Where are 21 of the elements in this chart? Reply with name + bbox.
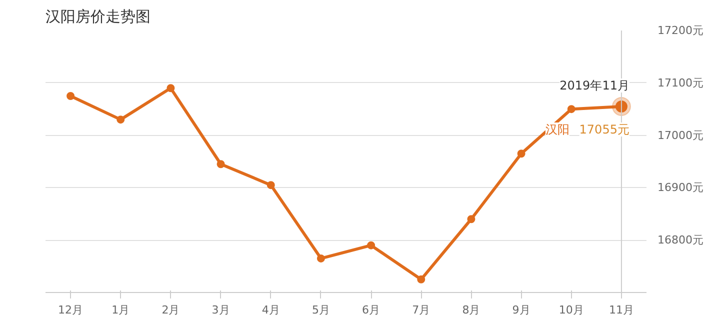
y-tick-label: 16800元	[658, 234, 704, 247]
x-tick-label: 11月	[608, 304, 634, 316]
x-tick-label: 6月	[362, 304, 380, 316]
y-tick-label: 16900元	[658, 181, 704, 194]
annotation: 2019年11月	[560, 78, 630, 92]
y-tick-label: 17100元	[658, 76, 704, 90]
series-label: 汉阳	[545, 122, 570, 136]
x-tick-label: 9月	[512, 304, 530, 316]
x-tick-label: 10月	[558, 304, 584, 316]
x-tick-label: 5月	[312, 304, 330, 316]
x-tick-label: 2月	[162, 304, 180, 316]
x-tick-label: 8月	[462, 304, 480, 316]
y-tick-label: 17000元	[658, 128, 704, 142]
chart-title: 汉阳房价走势图	[46, 8, 150, 26]
x-tick-label: 12月	[58, 304, 84, 316]
x-tick-label: 3月	[212, 304, 230, 316]
x-tick-label: 1月	[112, 304, 130, 316]
x-tick-label: 7月	[412, 304, 430, 316]
x-tick-label: 4月	[262, 304, 280, 316]
data-label: 17055元	[579, 122, 630, 136]
y-tick-label: 17200元	[658, 24, 704, 37]
